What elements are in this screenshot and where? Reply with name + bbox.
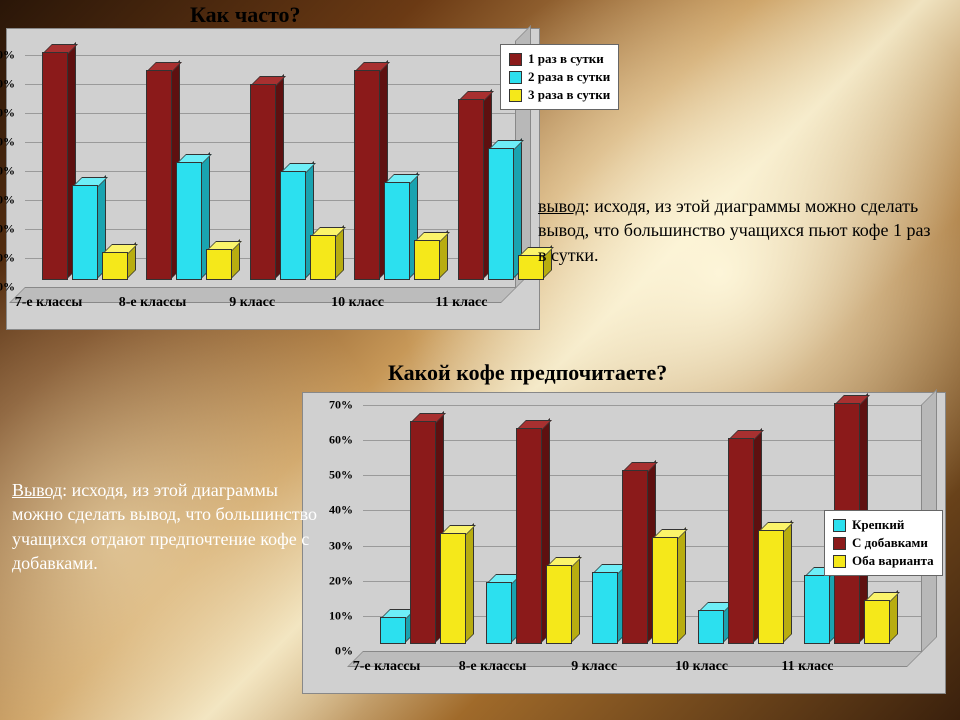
y-tick-label: 50% (329, 468, 353, 483)
x-tick-label: 9 класс (229, 287, 275, 311)
legend-label: 3 раза в сутки (528, 87, 610, 103)
legend-swatch (833, 537, 846, 550)
y-tick-label: 70% (329, 398, 353, 413)
bar (206, 251, 230, 280)
legend-item: Крепкий (833, 517, 934, 533)
y-tick-label: 50% (0, 135, 15, 150)
conclusion1-body: : исходя, из этой диаграммы можно сделат… (538, 196, 931, 265)
bar (592, 574, 616, 644)
y-tick-label: 20% (329, 573, 353, 588)
bar (410, 423, 434, 644)
bar (486, 584, 510, 644)
y-tick-label: 0% (0, 280, 15, 295)
conclusion1: вывод: исходя, из этой диаграммы можно с… (538, 194, 942, 267)
legend: Крепкий С добавками Оба варианта (824, 510, 943, 576)
bar (728, 440, 752, 644)
y-tick-label: 70% (0, 77, 15, 92)
bar (440, 535, 464, 644)
y-tick-label: 10% (329, 608, 353, 623)
bar (146, 72, 170, 280)
conclusion2: Вывод: исходя, из этой диаграммы можно с… (12, 478, 320, 575)
legend-swatch (509, 53, 522, 66)
y-tick-label: 40% (329, 503, 353, 518)
bar (698, 612, 722, 644)
bar (546, 567, 570, 644)
bar (516, 430, 540, 644)
legend-item: С добавками (833, 535, 934, 551)
x-tick-label: 10 класс (331, 287, 384, 311)
y-tick-label: 20% (0, 222, 15, 237)
plot-floor (347, 651, 923, 667)
legend-swatch (509, 71, 522, 84)
bar (102, 254, 126, 280)
legend-label: С добавками (852, 535, 928, 551)
legend-swatch (833, 519, 846, 532)
bar (250, 86, 274, 280)
bar (354, 72, 378, 280)
legend-label: Оба варианта (852, 553, 934, 569)
y-tick-label: 0% (335, 644, 353, 659)
plot-area: 0%10%20%30%40%50%60%70%80%7-е классы8-е … (25, 41, 515, 287)
chart1-panel: 0%10%20%30%40%50%60%70%80%7-е классы8-е … (6, 28, 540, 330)
grid-line (25, 55, 515, 56)
legend-label: 2 раза в сутки (528, 69, 610, 85)
legend-swatch (509, 89, 522, 102)
bar (622, 472, 646, 644)
legend-item: 1 раз в сутки (509, 51, 610, 67)
y-tick-label: 40% (0, 164, 15, 179)
x-tick-label: 8-е классы (459, 651, 527, 675)
legend-swatch (833, 555, 846, 568)
y-tick-label: 10% (0, 251, 15, 266)
chart1-title: Как часто? (190, 2, 301, 28)
x-tick-label: 7-е классы (353, 651, 421, 675)
y-tick-label: 80% (0, 48, 15, 63)
chart2-title: Какой кофе предпочитаете? (388, 360, 667, 386)
bar (72, 187, 96, 280)
y-tick-label: 30% (0, 193, 15, 208)
y-tick-label: 30% (329, 538, 353, 553)
bar (42, 54, 66, 280)
x-tick-label: 7-е классы (15, 287, 83, 311)
bar (804, 577, 828, 644)
bar (458, 101, 482, 280)
x-tick-label: 8-е классы (119, 287, 187, 311)
x-tick-label: 11 класс (435, 287, 487, 311)
x-tick-label: 10 класс (675, 651, 728, 675)
legend-label: Крепкий (852, 517, 904, 533)
bar (280, 173, 304, 280)
legend-item: 3 раза в сутки (509, 87, 610, 103)
bar (864, 602, 888, 644)
bar (652, 539, 676, 644)
bar (384, 184, 408, 280)
conclusion1-lead: вывод (538, 196, 585, 216)
bar (380, 619, 404, 644)
bar (414, 242, 438, 280)
legend-item: Оба варианта (833, 553, 934, 569)
y-tick-label: 60% (329, 433, 353, 448)
bar (488, 150, 512, 280)
bar (758, 532, 782, 644)
bar (176, 164, 200, 280)
legend-item: 2 раза в сутки (509, 69, 610, 85)
legend: 1 раз в сутки 2 раза в сутки 3 раза в сутк… (500, 44, 619, 110)
legend-label: 1 раз в сутки (528, 51, 604, 67)
conclusion2-lead: Вывод (12, 480, 62, 500)
y-tick-label: 60% (0, 106, 15, 121)
x-tick-label: 11 класс (781, 651, 833, 675)
bar (310, 237, 334, 280)
x-tick-label: 9 класс (571, 651, 617, 675)
